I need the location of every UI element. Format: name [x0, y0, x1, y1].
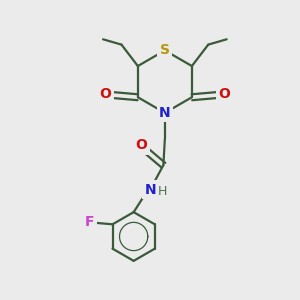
Text: N: N — [159, 106, 171, 120]
Text: O: O — [219, 87, 230, 101]
Text: F: F — [85, 214, 94, 229]
Text: O: O — [135, 138, 147, 152]
Text: H: H — [158, 185, 167, 198]
Text: S: S — [160, 44, 170, 57]
Text: N: N — [145, 182, 156, 197]
Text: O: O — [99, 87, 111, 101]
